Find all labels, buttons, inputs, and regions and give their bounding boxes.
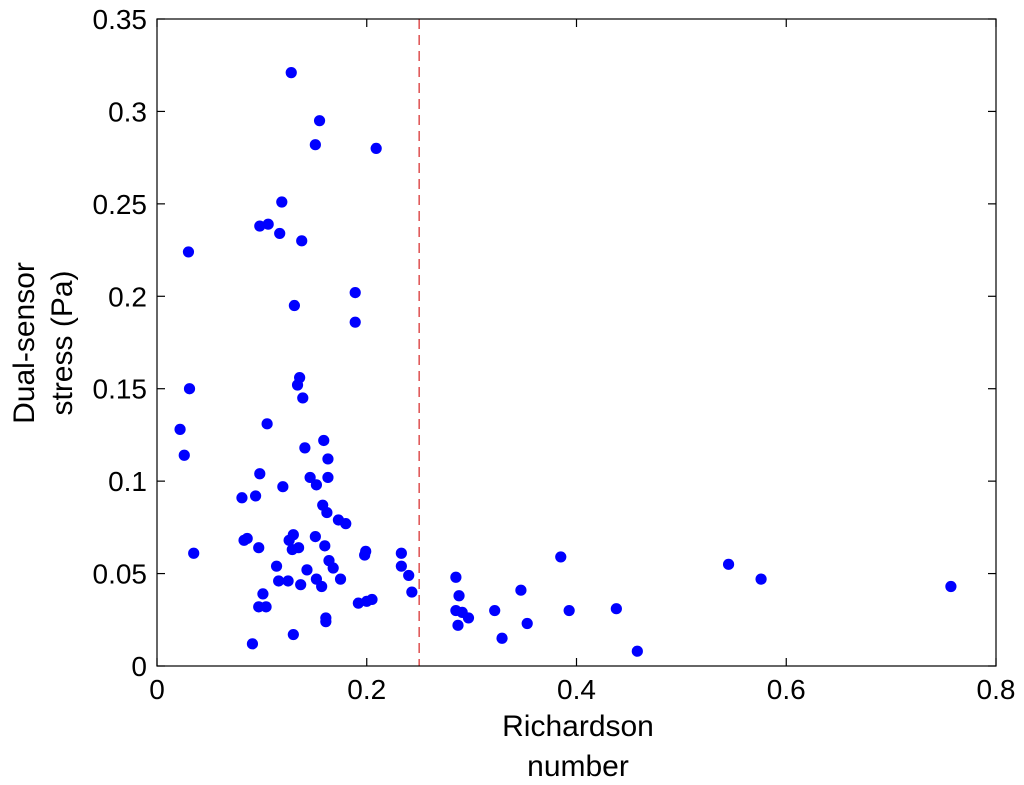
y-tick-label: 0.25 bbox=[93, 189, 148, 220]
data-point bbox=[321, 506, 333, 519]
data-point bbox=[722, 558, 735, 570]
x-tick-label: 0.6 bbox=[767, 674, 806, 705]
data-point bbox=[261, 418, 273, 430]
data-point bbox=[610, 603, 622, 615]
data-point bbox=[322, 453, 334, 465]
x-axis-label-line-2: number bbox=[527, 750, 629, 783]
x-tick-label: 0.2 bbox=[347, 674, 386, 705]
data-point bbox=[327, 562, 339, 574]
data-point bbox=[322, 471, 334, 484]
data-point bbox=[304, 471, 316, 484]
y-tick-label: 0.3 bbox=[108, 96, 147, 127]
data-point bbox=[450, 571, 462, 583]
data-point bbox=[366, 593, 378, 606]
data-point bbox=[631, 645, 643, 657]
x-tick-label: 0.8 bbox=[977, 674, 1016, 705]
data-point bbox=[246, 638, 259, 650]
data-point bbox=[276, 196, 288, 208]
x-axis-label-line-1: Richardson bbox=[502, 710, 654, 743]
data-point bbox=[274, 227, 286, 240]
axis-ticks: 0 0.2 0.4 0.6 0.8 0 0.05 0.1 0.15 0.2 0.25 0.3 0.35 bbox=[93, 4, 1016, 705]
data-point bbox=[178, 449, 190, 461]
data-point bbox=[182, 246, 195, 258]
data-point bbox=[262, 218, 274, 230]
plot-area bbox=[174, 19, 957, 666]
data-point bbox=[352, 597, 364, 609]
y-tick-label: 0.05 bbox=[93, 559, 148, 590]
data-point bbox=[309, 531, 321, 543]
data-point bbox=[318, 434, 330, 447]
data-point bbox=[270, 560, 283, 572]
y-tick-label: 0.1 bbox=[108, 466, 147, 497]
data-point bbox=[273, 575, 285, 587]
data-point bbox=[285, 67, 297, 79]
data-point bbox=[453, 590, 465, 602]
y-tick-label: 0.35 bbox=[93, 4, 148, 35]
data-point bbox=[253, 542, 265, 554]
data-point bbox=[310, 479, 323, 491]
data-point bbox=[282, 575, 294, 587]
y-axis-label-line-2: stress (Pa) bbox=[46, 270, 79, 415]
x-tick-label: 0 bbox=[149, 674, 165, 705]
data-point bbox=[236, 492, 248, 504]
y-axis-label-line-1: Dual-sensor bbox=[8, 262, 41, 424]
data-point bbox=[349, 286, 361, 299]
data-point bbox=[292, 542, 305, 554]
data-point bbox=[301, 564, 313, 576]
data-point bbox=[489, 604, 501, 617]
data-point bbox=[395, 560, 407, 572]
data-point bbox=[183, 383, 196, 395]
data-point bbox=[319, 540, 331, 552]
data-point bbox=[294, 372, 306, 384]
data-point bbox=[254, 220, 266, 232]
data-point bbox=[249, 490, 262, 502]
data-point bbox=[496, 632, 508, 644]
y-tick-label: 0.15 bbox=[93, 374, 148, 405]
data-point bbox=[403, 569, 415, 582]
data-point bbox=[277, 481, 289, 493]
data-point bbox=[174, 423, 186, 435]
data-point bbox=[188, 547, 200, 559]
y-tick-label: 0 bbox=[131, 651, 147, 682]
data-point bbox=[395, 547, 407, 559]
data-point bbox=[320, 616, 332, 628]
data-point bbox=[257, 588, 269, 600]
data-point bbox=[241, 532, 253, 545]
data-point bbox=[521, 617, 533, 630]
data-point bbox=[260, 601, 272, 613]
data-point bbox=[360, 545, 372, 557]
data-point bbox=[296, 235, 308, 247]
data-point bbox=[452, 619, 464, 631]
data-point bbox=[555, 551, 567, 563]
data-point bbox=[288, 299, 300, 312]
data-point bbox=[287, 628, 299, 641]
data-point bbox=[515, 584, 527, 596]
data-point bbox=[340, 518, 352, 530]
data-point bbox=[299, 442, 311, 454]
data-point bbox=[309, 139, 321, 151]
data-point bbox=[349, 316, 361, 328]
data-point bbox=[295, 579, 307, 591]
data-point bbox=[462, 612, 475, 624]
data-point bbox=[254, 468, 266, 480]
data-point bbox=[316, 580, 328, 593]
data-point bbox=[287, 529, 299, 541]
y-tick-label: 0.2 bbox=[108, 281, 147, 312]
data-point bbox=[297, 392, 309, 404]
data-point bbox=[563, 604, 575, 617]
data-point bbox=[313, 115, 326, 127]
x-tick-label: 0.4 bbox=[557, 674, 596, 705]
data-point bbox=[370, 142, 382, 154]
data-point bbox=[406, 586, 418, 598]
data-point bbox=[945, 580, 957, 593]
data-point bbox=[755, 573, 767, 585]
data-point bbox=[334, 573, 347, 585]
